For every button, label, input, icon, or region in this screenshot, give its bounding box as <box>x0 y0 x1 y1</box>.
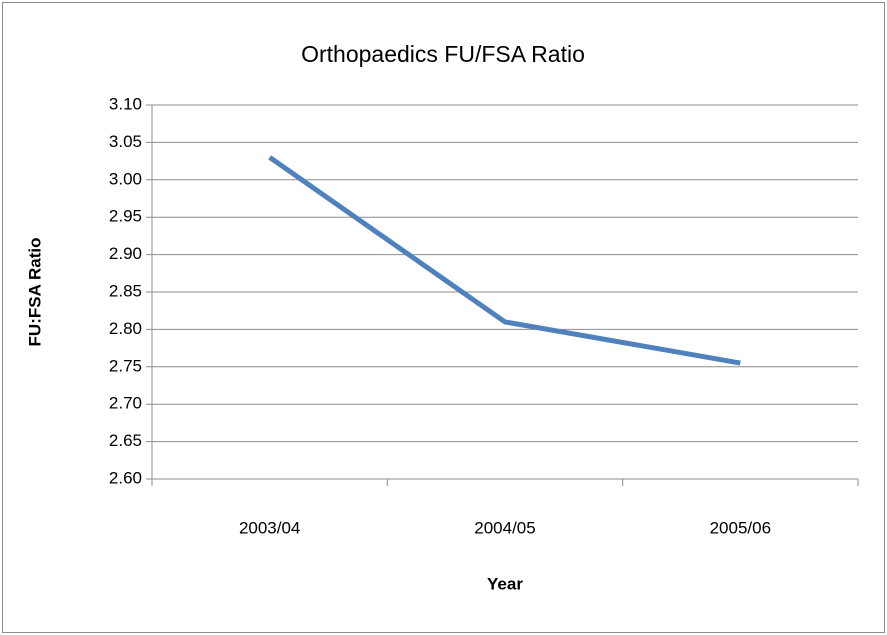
x-tick-label: 2003/04 <box>239 518 300 537</box>
x-tick-label: 2005/06 <box>710 518 771 537</box>
y-tick-label: 3.10 <box>109 94 142 113</box>
y-tick-label: 3.00 <box>109 169 142 188</box>
y-tick-label: 2.70 <box>109 394 142 413</box>
y-tick-label: 2.65 <box>109 431 142 450</box>
y-axis-label: FU:FSA Ratio <box>25 238 44 347</box>
y-tick-label: 2.95 <box>109 207 142 226</box>
y-tick-label: 3.05 <box>109 132 142 151</box>
x-axis-label: Year <box>487 574 523 593</box>
chart-title: Orthopaedics FU/FSA Ratio <box>301 41 585 67</box>
y-tick-label: 2.60 <box>109 468 142 487</box>
y-tick-label: 2.75 <box>109 356 142 375</box>
x-tick-label: 2004/05 <box>474 518 535 537</box>
y-tick-label: 2.85 <box>109 281 142 300</box>
y-tick-label: 2.90 <box>109 244 142 263</box>
y-tick-label: 2.80 <box>109 319 142 338</box>
line-series <box>268 155 741 366</box>
